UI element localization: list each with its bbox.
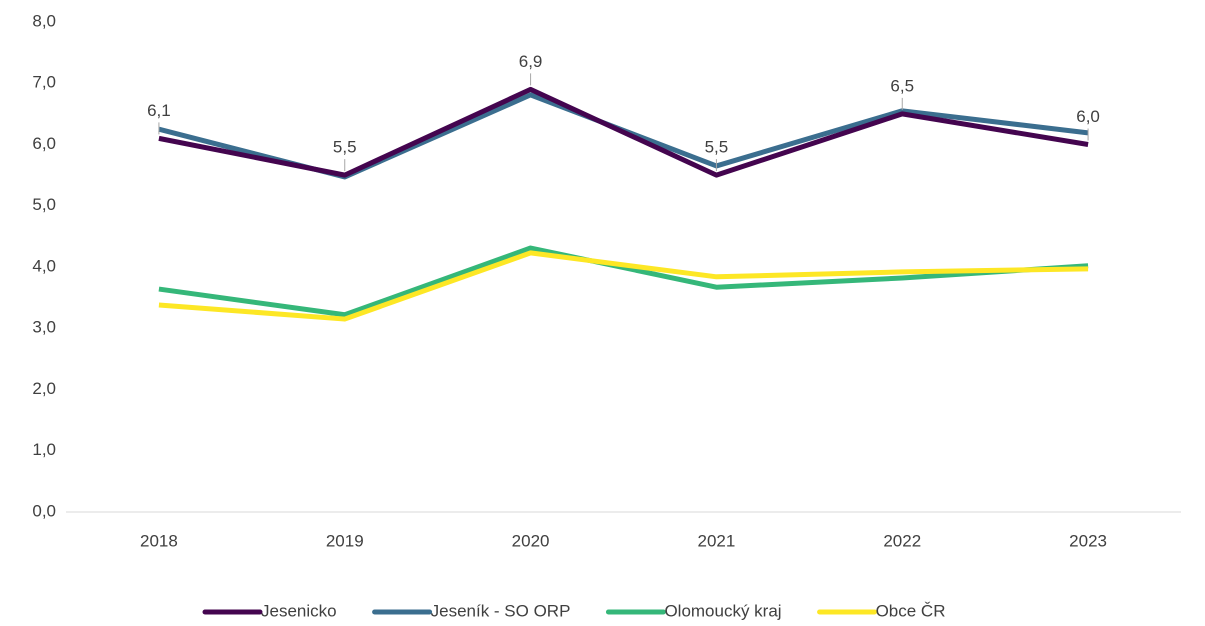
data-label: 6,5 xyxy=(890,76,914,95)
legend-label: Jeseník - SO ORP xyxy=(431,601,571,620)
line-series xyxy=(158,86,1089,178)
y-tick-label: 0,0 xyxy=(32,501,56,520)
y-tick-label: 4,0 xyxy=(32,256,56,275)
data-label: 6,1 xyxy=(147,101,171,120)
line-series xyxy=(158,250,1089,322)
legend-label: Jesenicko xyxy=(261,601,337,620)
x-tick-label: 2022 xyxy=(883,531,921,550)
data-label: 5,5 xyxy=(705,138,729,157)
legend-label: Obce ČR xyxy=(876,601,946,620)
legend-label: Olomoucký kraj xyxy=(664,601,781,620)
data-label: 6,9 xyxy=(519,52,543,71)
x-tick-label: 2020 xyxy=(512,531,550,550)
y-tick-label: 2,0 xyxy=(32,379,56,398)
line-series xyxy=(158,245,1089,318)
y-tick-label: 5,0 xyxy=(32,195,56,214)
data-label: 5,5 xyxy=(333,138,357,157)
y-tick-label: 1,0 xyxy=(32,440,56,459)
x-tick-label: 2018 xyxy=(140,531,178,550)
x-tick-label: 2023 xyxy=(1069,531,1107,550)
data-label: 6,0 xyxy=(1076,107,1100,126)
y-tick-label: 8,0 xyxy=(32,11,56,30)
x-tick-label: 2021 xyxy=(698,531,736,550)
x-tick-label: 2019 xyxy=(326,531,364,550)
y-tick-label: 6,0 xyxy=(32,134,56,153)
y-tick-label: 7,0 xyxy=(32,73,56,92)
y-tick-label: 3,0 xyxy=(32,318,56,337)
